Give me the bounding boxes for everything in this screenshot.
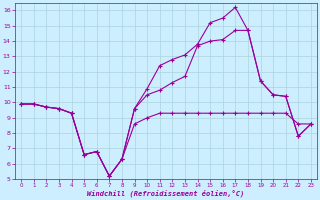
- X-axis label: Windchill (Refroidissement éolien,°C): Windchill (Refroidissement éolien,°C): [87, 190, 245, 197]
